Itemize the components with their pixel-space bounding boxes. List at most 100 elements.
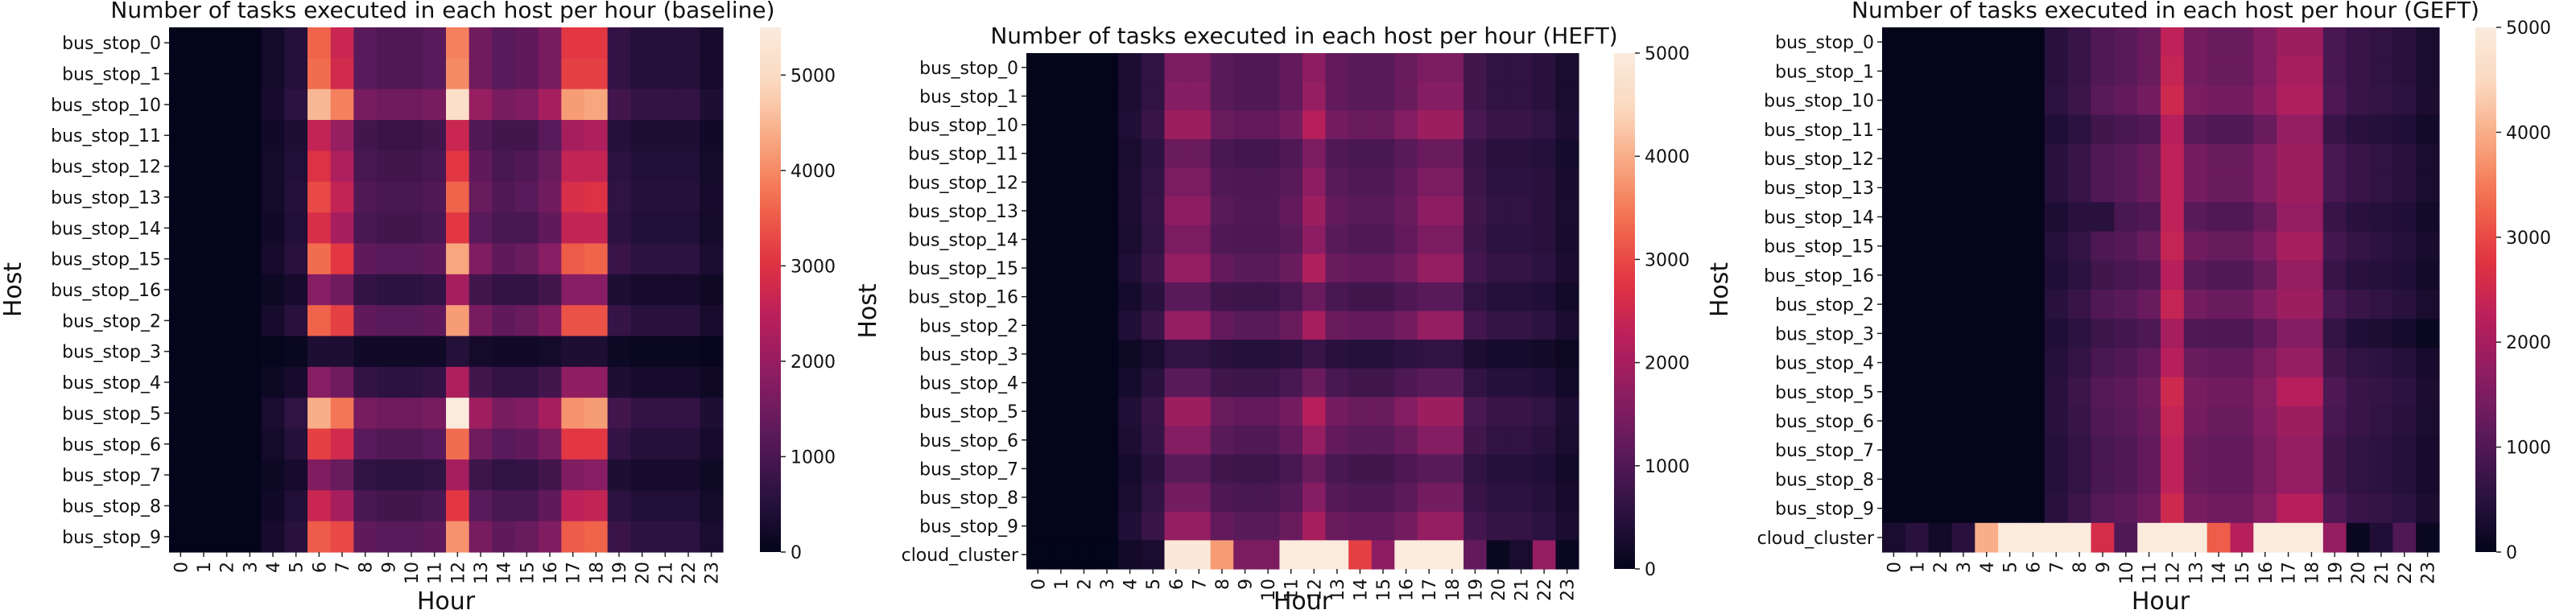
heatmap-cell <box>1026 138 1051 169</box>
heatmap-cell <box>1256 340 1281 369</box>
heatmap-cell <box>2161 114 2185 145</box>
heatmap-cell <box>2369 231 2393 262</box>
heatmap-cell <box>1882 406 1906 436</box>
heatmap-cell <box>1532 511 1557 541</box>
heatmap-cell <box>1440 81 1464 111</box>
heatmap-cell <box>1371 540 1395 570</box>
heatmap-cell <box>2230 260 2254 291</box>
heatmap-cell <box>1975 348 1999 378</box>
heatmap-cell <box>1279 368 1303 398</box>
heatmap-cell <box>423 521 447 553</box>
heatmap-cell <box>1233 425 1257 455</box>
heatmap-cell <box>1998 348 2022 378</box>
heatmap-cell <box>1095 282 1119 312</box>
heatmap-cell <box>1998 231 2022 262</box>
x-tick-label: 22 <box>1535 579 1555 601</box>
y-tick-label: bus_stop_9 <box>1775 500 1874 520</box>
heatmap-cell <box>2392 522 2417 553</box>
heatmap-cell <box>1555 368 1579 398</box>
heatmap-cell <box>1072 81 1096 111</box>
heatmap-cell <box>654 58 678 90</box>
heatmap-cell <box>2416 290 2440 319</box>
heatmap-cell <box>2021 56 2046 87</box>
x-tick-label: 13 <box>472 562 492 584</box>
heatmap-cell <box>1394 81 1418 111</box>
heatmap-cell <box>308 366 332 398</box>
heatmap-cell <box>308 212 332 245</box>
heatmap-cell <box>584 428 609 460</box>
heatmap-cell <box>377 150 401 183</box>
heatmap-cell <box>1256 368 1281 398</box>
heatmap-cell <box>1348 425 1373 455</box>
heatmap-cell <box>1049 196 1073 226</box>
heatmap-cell <box>2369 202 2393 233</box>
heatmap-cell <box>561 27 585 59</box>
heatmap-cell <box>1164 454 1188 484</box>
heatmap-cell <box>1486 167 1510 197</box>
heatmap-cell <box>469 366 493 398</box>
heatmap-cell <box>2044 27 2069 57</box>
heatmap-cell <box>2114 85 2138 116</box>
heatmap-cell <box>353 58 378 90</box>
heatmap-cell <box>1532 397 1557 427</box>
heatmap-cell <box>1394 225 1418 254</box>
heatmap-cell <box>607 305 631 337</box>
heatmap-cell <box>1486 196 1510 226</box>
heatmap-cell <box>169 366 193 398</box>
heatmap-cell <box>654 336 678 368</box>
heatmap-cell <box>1463 454 1488 484</box>
heatmap-cell <box>561 212 585 245</box>
heatmap-cell <box>1348 282 1373 312</box>
heatmap-cell <box>2114 464 2138 495</box>
heatmap-cell <box>2044 56 2069 87</box>
heatmap-cell <box>1951 377 1975 407</box>
heatmap-cell <box>1325 311 1349 340</box>
heatmap-cell <box>676 274 700 306</box>
heatmap-cell <box>1928 348 1953 378</box>
heatmap-cell <box>2091 522 2115 553</box>
heatmap-cell <box>261 336 285 368</box>
heatmap-cell <box>2161 85 2185 116</box>
heatmap-cell <box>2300 231 2324 262</box>
heatmap-cell <box>2183 260 2208 291</box>
heatmap-cell <box>1371 253 1395 283</box>
heatmap-cell <box>1118 311 1142 340</box>
heatmap-cell <box>2021 290 2046 319</box>
heatmap-cell <box>515 490 539 522</box>
heatmap-cell <box>238 336 262 368</box>
heatmap-cell <box>215 212 239 245</box>
heatmap-cell <box>630 274 654 306</box>
heatmap-cell <box>1509 110 1534 140</box>
heatmap-cell <box>1118 138 1142 169</box>
heatmap-cell <box>1440 253 1464 283</box>
colorbar-tick-label: 4000 <box>791 162 836 182</box>
heatmap-cell <box>1256 110 1281 140</box>
heatmap-cell <box>630 398 654 430</box>
heatmap-cell <box>1509 138 1534 169</box>
heatmap-cell <box>515 521 539 553</box>
heatmap-cell <box>630 58 654 90</box>
heatmap-cell <box>2369 435 2393 465</box>
heatmap-cell <box>1210 225 1234 254</box>
heatmap-cell <box>2277 202 2301 233</box>
heatmap-cell <box>1325 483 1349 513</box>
heatmap-cell <box>2044 319 2069 349</box>
heatmap-cell <box>1210 511 1234 541</box>
heatmap-cell <box>2322 522 2347 553</box>
heatmap-cell <box>1095 138 1119 169</box>
heatmap-cell <box>1026 81 1051 111</box>
heatmap-cell <box>1325 425 1349 455</box>
heatmap-cell <box>1141 225 1166 254</box>
heatmap-cell <box>2277 377 2301 407</box>
heatmap-cell <box>1279 425 1303 455</box>
heatmap-cell <box>1928 406 1953 436</box>
heatmap-cell <box>1141 483 1166 513</box>
heatmap-cell <box>1463 397 1488 427</box>
heatmap-cell <box>654 212 678 245</box>
heatmap-cell <box>1302 311 1327 340</box>
heatmap-cell <box>2230 348 2254 378</box>
heatmap-cell <box>654 181 678 213</box>
heatmap-cell <box>1256 167 1281 197</box>
heatmap-cell <box>1026 282 1051 312</box>
heatmap-cell <box>515 305 539 337</box>
